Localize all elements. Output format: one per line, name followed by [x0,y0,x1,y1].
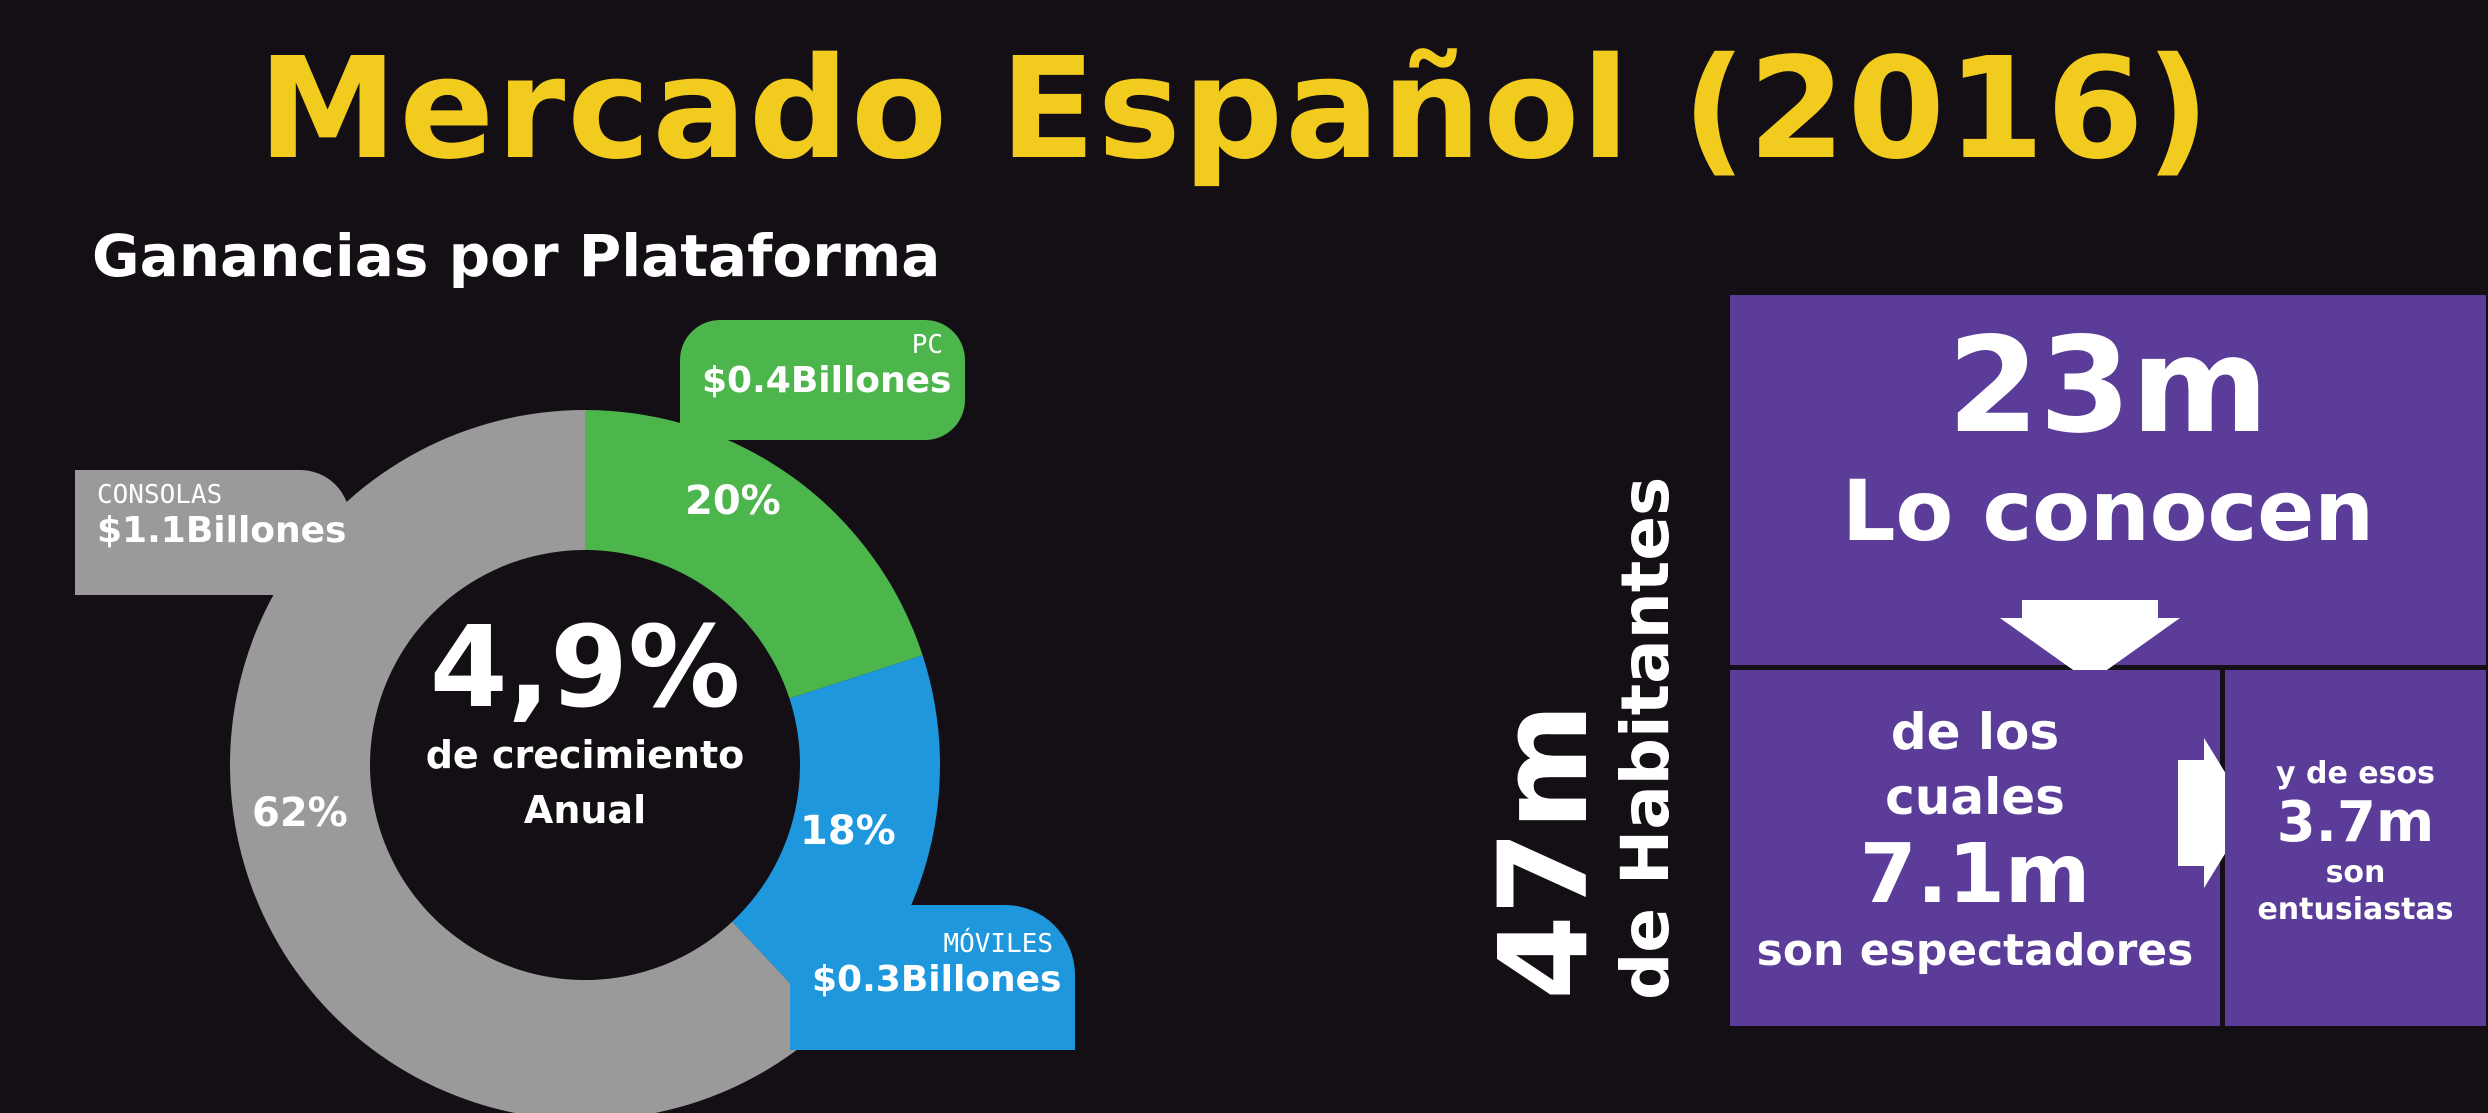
down-arrow-icon [2000,600,2180,682]
callout-consolas-category: CONSOLAS [97,480,223,510]
growth-label-1: de crecimiento [425,732,745,777]
slice-label-consolas: 62% [252,790,348,836]
enthusiasts-value: 3.7m [2276,790,2435,855]
callout-moviles-revenue: $0.3Billones [812,959,1062,1000]
enthusiasts-pre: y de esos [2276,756,2435,791]
population-total-value: 47m [1473,703,1615,1000]
callout-consolas: CONSOLAS $1.1Billones [75,470,350,595]
box-know: 23m Lo conocen [1730,295,2486,665]
slice-label-moviles: 18% [800,808,896,854]
callout-consolas-revenue: $1.1Billones [97,510,347,551]
callout-pc: PC $0.4Billones [680,320,965,440]
box-enthusiasts: y de esos 3.7m son entusiastas [2225,670,2486,1026]
page-title: Mercado Español (2016) [258,28,2212,191]
callout-pc-revenue: $0.4Billones [702,360,952,401]
population-total-label: de Habitantes [1607,476,1685,1000]
box-spectators: de los cuales 7.1m son espectadores [1730,670,2220,1026]
callout-moviles: MÓVILES $0.3Billones [790,905,1075,1050]
spectators-label: son espectadores [1756,925,2194,977]
callout-pc-category: PC [911,330,943,360]
donut-center: 4,9% de crecimiento Anual [375,603,795,838]
growth-value: 4,9% [429,603,741,733]
spectators-pre: de los cuales [1885,703,2065,826]
know-label: Lo conocen [1841,462,2375,560]
callout-moviles-category: MÓVILES [943,929,1053,959]
right-arrow-icon [2178,738,2250,888]
population-total-vertical: 47m de Habitantes [1473,476,1685,1000]
spectators-value: 7.1m [1859,827,2091,922]
chart-title: Ganancias por Plataforma [92,222,941,290]
donut-slice-pc [585,410,923,699]
growth-label-2: Anual [523,787,647,832]
enthusiasts-mid: son [2325,854,2386,890]
enthusiasts-label: entusiastas [2257,892,2454,928]
donut-slice-consolas [229,410,829,1113]
know-value: 23m [1947,309,2269,463]
slice-label-pc: 20% [685,478,781,524]
